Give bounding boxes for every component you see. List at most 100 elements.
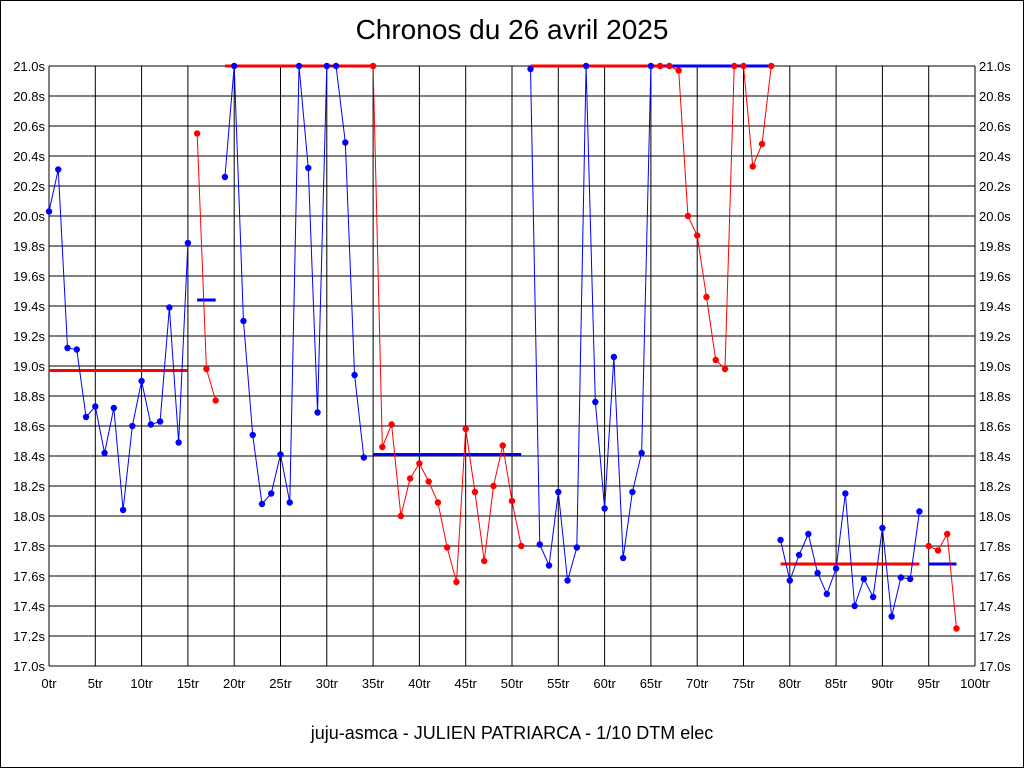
data-point-blue (916, 508, 923, 515)
data-point-blue (55, 166, 62, 173)
y-tick-label-left: 19.6s (13, 269, 45, 284)
data-point-red (425, 478, 432, 485)
y-tick-label-right: 20.6s (979, 119, 1011, 134)
x-tick-label: 40tr (408, 676, 431, 691)
data-point-blue (888, 613, 895, 620)
y-tick-label-left: 19.4s (13, 299, 45, 314)
data-point-blue (286, 499, 293, 506)
y-tick-label-left: 18.0s (13, 509, 45, 524)
series-line-red (660, 65, 772, 371)
y-tick-label-right: 20.0s (979, 209, 1011, 224)
y-tick-label-left: 21.0s (13, 59, 45, 74)
data-point-blue (869, 593, 877, 601)
y-tick-label-right: 18.6s (979, 419, 1011, 434)
data-point-red (721, 365, 729, 373)
data-point-red (212, 397, 219, 404)
data-point-red (471, 488, 479, 496)
data-point-red (462, 425, 469, 433)
data-point-blue (823, 590, 831, 598)
series-line-red (372, 65, 522, 583)
y-tick-label-left: 20.6s (13, 119, 45, 134)
data-point-red (369, 62, 377, 70)
x-tick-label: 50tr (501, 676, 524, 691)
data-point-red (675, 67, 682, 74)
data-point-blue (545, 562, 553, 569)
y-tick-label-left: 17.6s (13, 569, 45, 584)
x-tick-label: 70tr (686, 676, 709, 691)
y-tick-label-right: 19.8s (979, 239, 1011, 254)
data-point-blue (184, 239, 192, 247)
data-point-blue (555, 488, 562, 496)
y-tick-label-right: 17.2s (979, 629, 1011, 644)
y-tick-label-left: 17.0s (13, 659, 45, 674)
data-point-blue (536, 541, 543, 548)
y-tick-label-right: 17.8s (979, 539, 1011, 554)
data-point-blue (592, 398, 599, 406)
y-tick-label-left: 17.4s (13, 599, 45, 614)
data-point-red (397, 512, 405, 520)
data-point-red (684, 212, 692, 220)
data-point-blue (573, 544, 581, 551)
data-point-blue (647, 62, 655, 70)
x-tick-label: 15tr (177, 676, 200, 691)
data-point-red (656, 62, 664, 70)
data-point-red (416, 460, 423, 467)
data-point-blue (156, 418, 164, 425)
data-point-blue (101, 449, 108, 457)
data-point-blue (129, 422, 136, 430)
y-tick-label-left: 17.8s (13, 539, 45, 554)
data-point-red (453, 578, 460, 586)
y-tick-label-left: 20.0s (13, 209, 45, 224)
data-point-blue (351, 371, 358, 379)
data-point-blue (860, 575, 868, 583)
data-point-blue (527, 65, 534, 73)
y-tick-label-right: 19.2s (979, 329, 1011, 344)
y-tick-label-right: 18.4s (979, 449, 1011, 464)
data-point-blue (45, 208, 53, 215)
data-point-red (953, 625, 960, 632)
data-point-blue (842, 490, 849, 497)
y-tick-label-right: 19.0s (979, 359, 1011, 374)
y-tick-label-right: 18.0s (979, 509, 1011, 524)
series-line-blue (48, 169, 189, 511)
y-tick-label-left: 20.8s (13, 89, 45, 104)
x-tick-label: 20tr (223, 676, 246, 691)
data-point-blue (897, 574, 905, 581)
data-point-blue (295, 62, 303, 70)
y-tick-label-left: 19.2s (13, 329, 45, 344)
y-tick-label-right: 20.8s (979, 89, 1011, 104)
data-point-blue (638, 449, 645, 457)
x-tick-label: 100tr (960, 676, 990, 691)
y-tick-label-right: 17.6s (979, 569, 1011, 584)
y-tick-label-left: 18.2s (13, 479, 45, 494)
data-point-blue (268, 490, 275, 497)
y-tick-label-left: 17.2s (13, 629, 45, 644)
data-point-blue (119, 506, 127, 514)
series-line-blue (780, 493, 920, 617)
data-point-red (379, 443, 386, 451)
y-tick-label-left: 20.2s (13, 179, 45, 194)
data-point-blue (277, 451, 284, 458)
data-point-red (666, 62, 673, 70)
data-point-red (508, 497, 516, 505)
y-tick-label-right: 19.6s (979, 269, 1011, 284)
data-point-red (443, 544, 451, 551)
x-tick-label: 95tr (917, 676, 940, 691)
data-point-blue (342, 139, 349, 146)
series-line-blue (224, 65, 365, 506)
data-point-blue (240, 317, 247, 325)
data-point-blue (64, 344, 71, 352)
data-point-red (740, 62, 747, 70)
data-point-blue (305, 164, 312, 172)
data-point-red (203, 365, 210, 373)
x-tick-label: 60tr (593, 676, 616, 691)
x-tick-label: 10tr (130, 676, 153, 691)
data-point-blue (610, 353, 618, 361)
data-point-red (925, 542, 932, 550)
y-tick-label-right: 21.0s (979, 59, 1011, 74)
y-tick-label-left: 20.4s (13, 149, 45, 164)
series-line-red (928, 532, 957, 629)
data-point-blue (805, 530, 812, 538)
data-point-blue (166, 304, 173, 311)
